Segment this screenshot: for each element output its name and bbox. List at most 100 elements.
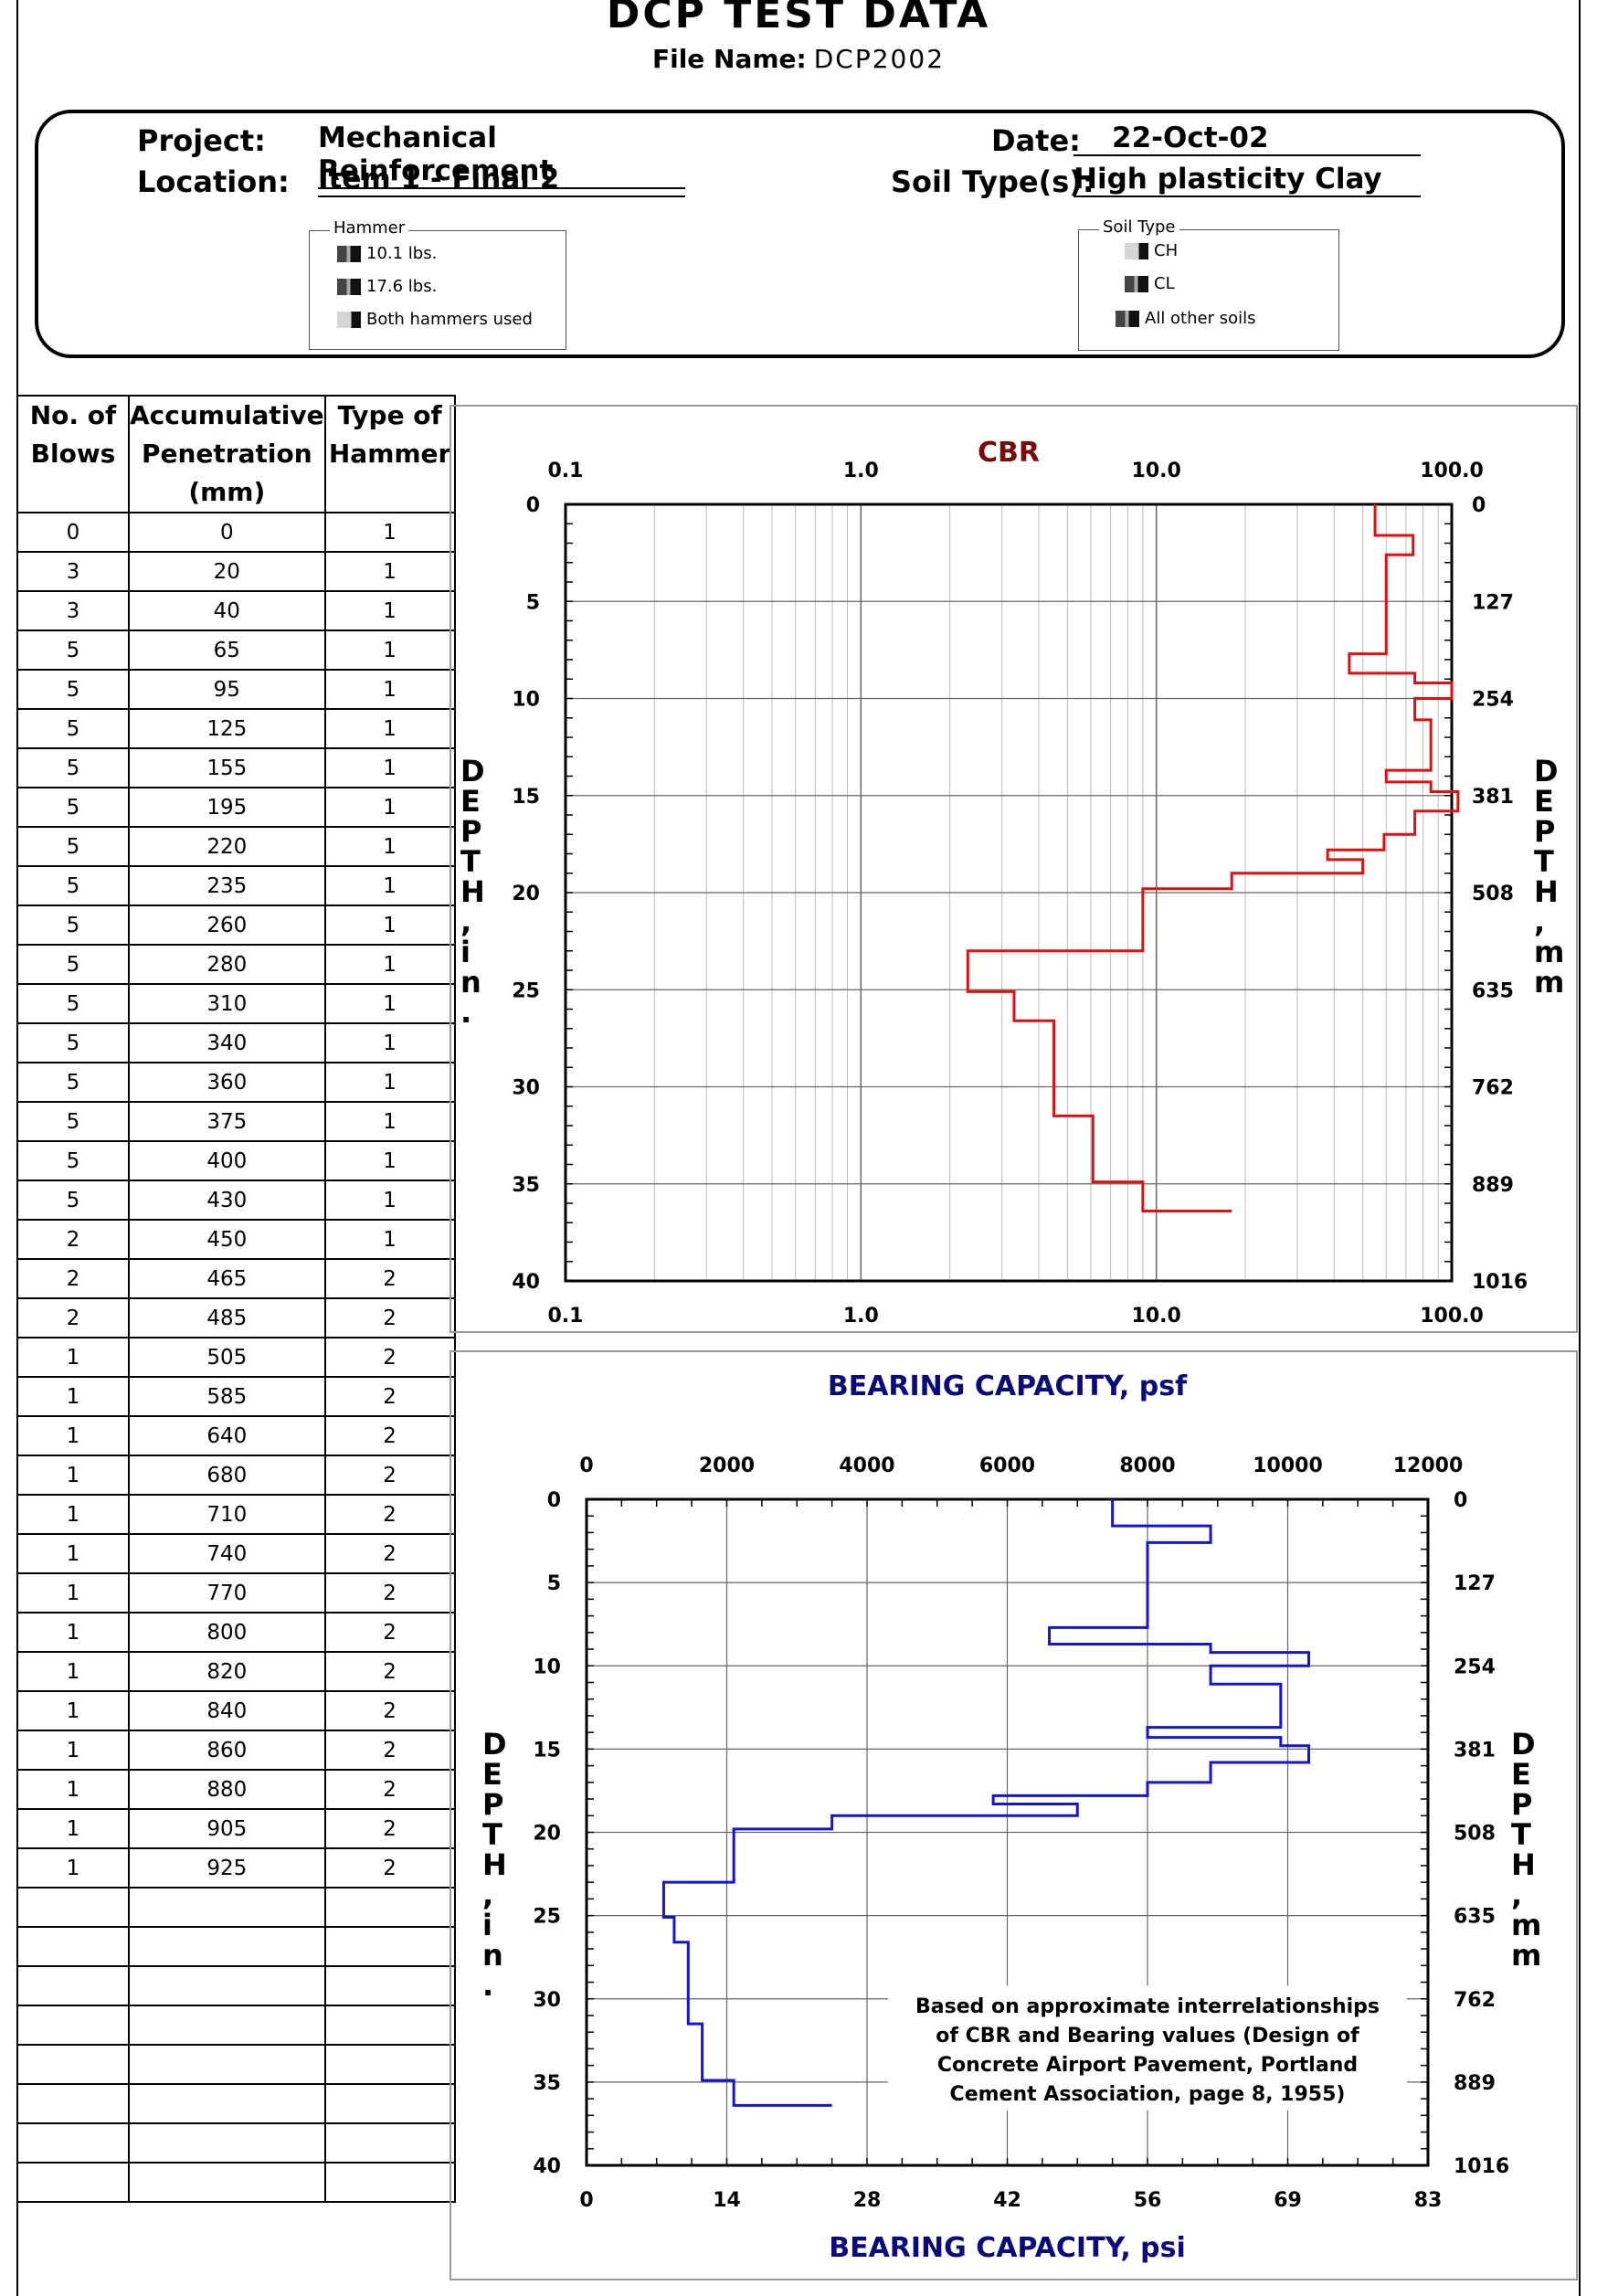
cell-hammer-type: 2	[323, 1690, 456, 1731]
hammer-swatch-icon	[337, 278, 361, 295]
table-row: 2 485 2	[16, 1297, 456, 1338]
cell-hammer-type: 1	[323, 1180, 456, 1221]
cell-blows: 1	[16, 1730, 130, 1771]
cell-hammer-type: 2	[323, 1258, 456, 1299]
empty-cell	[16, 2083, 130, 2124]
cell-penetration: 450	[128, 1219, 326, 1260]
x-tick-label-top: 10.0	[1132, 460, 1181, 482]
location-value: Item 1 - Final 2	[318, 163, 685, 197]
bearing-ylabel-right-char: T	[1511, 1817, 1531, 1852]
cell-blows: 1	[16, 1612, 130, 1653]
soil-type-legend: Soil Type CH CL All other soils	[1078, 217, 1339, 351]
table-row: 5 220 1	[16, 826, 456, 867]
cbr-ylabel-left-char: .	[460, 995, 471, 1030]
cell-hammer-type: 1	[323, 590, 456, 631]
cell-blows: 1	[16, 1808, 130, 1849]
table-row: 1 710 2	[16, 1494, 456, 1535]
cbr-ylabel-right-char: H	[1534, 874, 1559, 909]
cell-penetration: 640	[128, 1415, 326, 1456]
cell-hammer-type: 1	[323, 630, 456, 671]
bearing-ylabel-right-char: H	[1511, 1847, 1536, 1882]
empty-cell	[128, 2005, 326, 2046]
cell-penetration: 310	[128, 983, 326, 1024]
empty-cell	[128, 2044, 326, 2085]
location-label: Location:	[137, 164, 290, 199]
cbr-chart-panel: CBR 0.1 0.1 1.0 1.0 10.0 10.0 100.0 100.0 0 0 5 127 1…	[449, 405, 1578, 1333]
x-tick-label-psf: 4000	[839, 1455, 894, 1477]
y-tick-label-left: 20	[533, 1823, 561, 1846]
x-tick-label-psi: 0	[579, 2189, 593, 2212]
y-tick-label-left: 5	[547, 1572, 561, 1595]
x-tick-label-psi: 14	[713, 2189, 741, 2212]
table-row: 1 640 2	[16, 1415, 456, 1456]
cell-penetration: 235	[128, 865, 326, 906]
cell-hammer-type: 1	[323, 1101, 456, 1142]
annotation-background	[888, 1985, 1407, 2111]
cell-penetration: 800	[128, 1612, 326, 1653]
x-tick-label-psf: 10000	[1253, 1455, 1323, 1477]
empty-cell	[128, 2122, 326, 2164]
cbr-series-line	[966, 504, 1460, 1212]
bearing-ylabel-left-char: T	[482, 1817, 502, 1852]
cell-hammer-type: 1	[323, 826, 456, 867]
cell-penetration: 430	[128, 1180, 326, 1221]
cbr-ylabel-right-char: D	[1534, 754, 1559, 788]
y-tick-label-right: 889	[1472, 1174, 1514, 1197]
cell-blows: 1	[16, 1690, 130, 1731]
cell-penetration: 860	[128, 1730, 326, 1771]
x-tick-label-psf: 6000	[979, 1455, 1035, 1477]
cell-blows: 5	[16, 944, 130, 985]
cbr-ylabel-left-char: D	[460, 754, 485, 788]
x-tick-label-bottom: 100.0	[1420, 1305, 1484, 1328]
x-tick-label-psf: 12000	[1393, 1455, 1464, 1477]
empty-cell	[323, 1965, 456, 2006]
hammer-legend-item: 17.6 lbs.	[337, 277, 437, 296]
table-row: 5 95 1	[16, 669, 456, 710]
cell-penetration: 340	[128, 1022, 326, 1063]
cell-penetration: 465	[128, 1258, 326, 1299]
soil-swatch-icon	[1125, 275, 1148, 292]
cell-hammer-type: 2	[323, 1376, 456, 1417]
table-row-empty	[16, 1887, 456, 1928]
cell-blows: 1	[16, 1494, 130, 1535]
cell-hammer-type: 2	[323, 1730, 456, 1771]
table-row: 5 280 1	[16, 944, 456, 985]
cell-hammer-type: 1	[323, 787, 456, 828]
cell-blows: 5	[16, 1140, 130, 1181]
table-row: 1 505 2	[16, 1337, 456, 1378]
bearing-ylabel-left-char: D	[482, 1727, 507, 1762]
table-row: 2 465 2	[16, 1258, 456, 1299]
cbr-ylabel-right-char: ,	[1534, 905, 1545, 939]
cell-penetration: 905	[128, 1808, 326, 1849]
cell-blows: 5	[16, 708, 130, 749]
bearing-chart-panel: BEARING CAPACITY, psf BEARING CAPACITY, p…	[449, 1350, 1578, 2280]
cell-penetration: 375	[128, 1101, 326, 1142]
table-row: 5 340 1	[16, 1022, 456, 1063]
empty-cell	[323, 2122, 456, 2164]
bearing-annotation: Based on approximate interrelationships o…	[915, 1995, 1380, 2106]
empty-cell	[16, 2005, 130, 2046]
empty-cell	[128, 1887, 326, 1928]
hammer-legend: Hammer 10.1 lbs. 17.6 lbs. Both hammers …	[309, 218, 566, 350]
bearing-ylabel-left-char: P	[482, 1787, 503, 1822]
header-blows: No. of Blows	[16, 395, 130, 513]
y-tick-label-left: 0	[526, 494, 540, 517]
cell-blows: 5	[16, 1101, 130, 1142]
soil-swatch-icon	[1125, 242, 1148, 259]
file-name-value: DCP2002	[813, 44, 946, 74]
project-value: Mechanical Reinforcement	[318, 122, 685, 189]
table-row: 3 20 1	[16, 551, 456, 592]
cell-penetration: 40	[128, 590, 326, 631]
cell-penetration: 360	[128, 1062, 326, 1103]
empty-cell	[128, 1965, 326, 2006]
cell-penetration: 505	[128, 1337, 326, 1378]
cell-hammer-type: 1	[323, 747, 456, 788]
cell-penetration: 155	[128, 747, 326, 788]
cell-hammer-type: 1	[323, 865, 456, 906]
x-tick-label-top: 1.0	[843, 460, 879, 482]
cell-hammer-type: 1	[323, 905, 456, 946]
y-tick-label-left: 35	[533, 2072, 561, 2095]
bearing-ylabel-left-char: i	[482, 1908, 492, 1942]
empty-cell	[128, 2162, 326, 2203]
cell-blows: 2	[16, 1219, 130, 1260]
